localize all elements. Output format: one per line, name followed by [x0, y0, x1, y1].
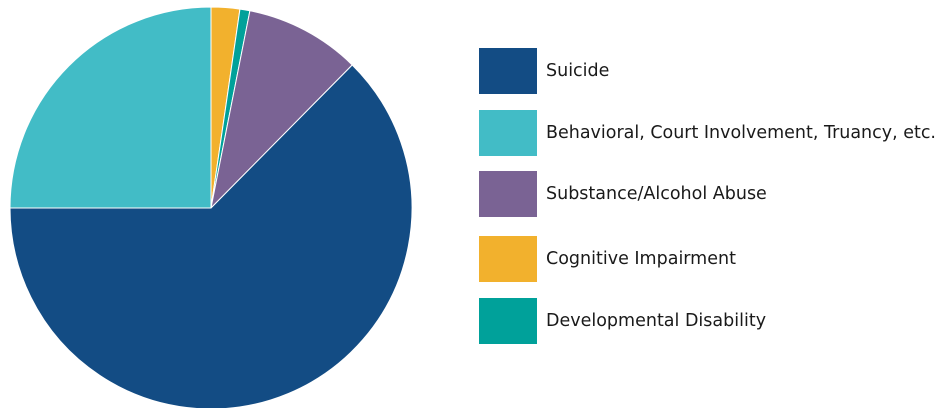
- legend: Suicide Behavioral, Court Involvement, Tr…: [479, 48, 936, 344]
- legend-swatch: [479, 110, 537, 156]
- pie-slices: [9, 6, 413, 408]
- pie-slice-substance-alcohol-abuse: [210, 10, 353, 209]
- legend-label: Developmental Disability: [546, 311, 766, 331]
- legend-item-suicide: Suicide: [479, 48, 609, 94]
- legend-swatch: [479, 236, 537, 282]
- legend-label: Cognitive Impairment: [546, 249, 736, 269]
- legend-item-behavioral-court-involvement-truancy-etc: Behavioral, Court Involvement, Truancy, …: [479, 110, 936, 156]
- legend-swatch: [479, 48, 537, 94]
- pie-slice-suicide: [9, 64, 413, 408]
- legend-swatch: [479, 298, 537, 344]
- legend-label: Suicide: [546, 61, 609, 81]
- legend-item-substance-alcohol-abuse: Substance/Alcohol Abuse: [479, 171, 767, 217]
- legend-item-developmental-disability: Developmental Disability: [479, 298, 766, 344]
- legend-label: Behavioral, Court Involvement, Truancy, …: [546, 123, 936, 143]
- pie-slice-behavioral-court-involvement-truancy-etc: [9, 6, 212, 209]
- legend-swatch: [479, 171, 537, 217]
- legend-label: Substance/Alcohol Abuse: [546, 184, 767, 204]
- legend-item-cognitive-impairment: Cognitive Impairment: [479, 236, 736, 282]
